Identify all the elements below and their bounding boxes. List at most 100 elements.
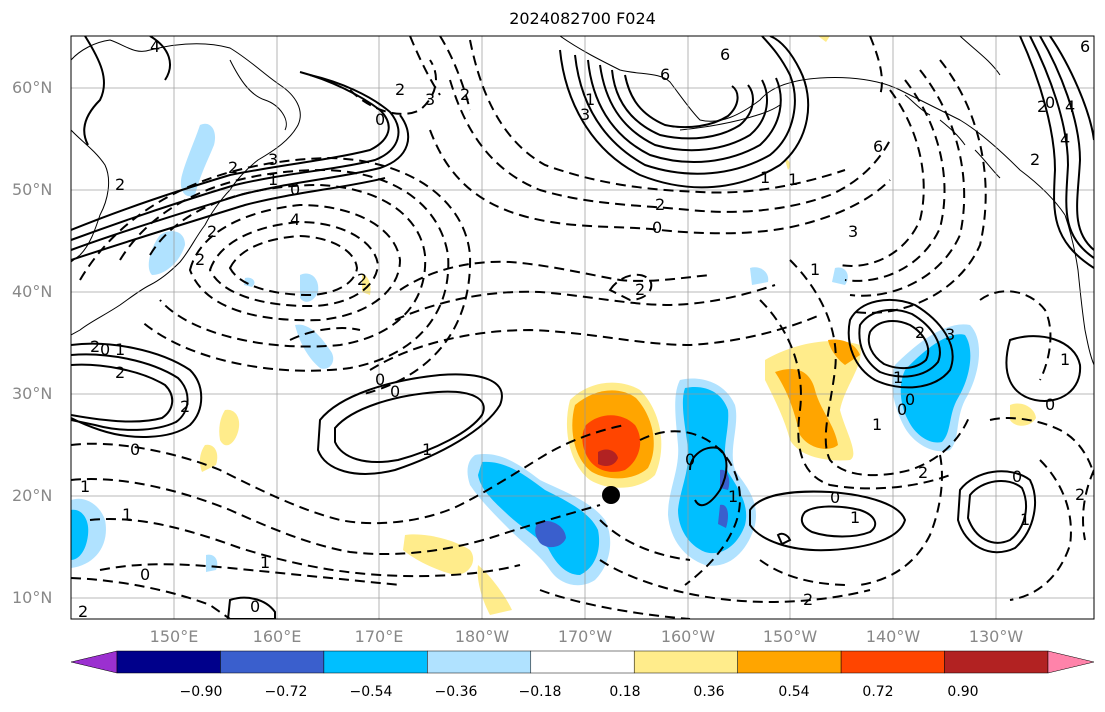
svg-text:2: 2 xyxy=(115,363,125,382)
colorbar-label: 0.90 xyxy=(947,684,979,700)
svg-text:6: 6 xyxy=(873,137,883,156)
colorbar-segment xyxy=(220,650,325,674)
svg-text:1: 1 xyxy=(1020,510,1030,529)
svg-text:2: 2 xyxy=(180,397,190,416)
svg-text:2: 2 xyxy=(635,280,645,299)
lon-label-160w: 160°W xyxy=(660,627,716,646)
svg-text:0: 0 xyxy=(290,180,300,199)
svg-text:0: 0 xyxy=(130,440,140,459)
svg-text:1: 1 xyxy=(422,440,432,459)
svg-text:1: 1 xyxy=(893,368,903,387)
svg-text:1: 1 xyxy=(728,487,738,506)
svg-text:2: 2 xyxy=(395,80,405,99)
svg-text:6: 6 xyxy=(1080,37,1090,56)
svg-text:6: 6 xyxy=(660,65,670,84)
colorbar-extend-low xyxy=(70,650,118,674)
colorbar-label: 0.18 xyxy=(609,684,641,700)
svg-text:4: 4 xyxy=(290,210,300,229)
svg-text:0: 0 xyxy=(897,400,907,419)
svg-text:2: 2 xyxy=(207,222,217,241)
svg-text:3: 3 xyxy=(848,222,858,241)
storm-marker-dot xyxy=(602,486,620,504)
colorbar-label: −0.36 xyxy=(434,684,478,700)
svg-text:2: 2 xyxy=(1075,485,1085,504)
svg-text:3: 3 xyxy=(580,105,590,124)
svg-text:0: 0 xyxy=(652,218,662,237)
svg-text:2: 2 xyxy=(78,602,88,621)
svg-text:2: 2 xyxy=(915,323,925,342)
svg-text:2: 2 xyxy=(460,85,470,104)
svg-text:2: 2 xyxy=(90,337,100,356)
svg-text:1: 1 xyxy=(760,168,770,187)
lon-label-140w: 140°W xyxy=(865,627,921,646)
svg-text:0: 0 xyxy=(1045,395,1055,414)
colorbar-segment xyxy=(530,650,635,674)
colorbar xyxy=(70,650,1095,674)
svg-text:0: 0 xyxy=(375,370,385,389)
svg-text:0: 0 xyxy=(140,565,150,584)
svg-text:1: 1 xyxy=(810,260,820,279)
svg-text:0: 0 xyxy=(250,597,260,616)
svg-text:2: 2 xyxy=(115,175,125,194)
lon-label-130w: 130°W xyxy=(968,627,1024,646)
svg-text:0: 0 xyxy=(100,340,110,359)
lat-label-20n: 20°N xyxy=(12,486,53,505)
lon-label-150w: 150°W xyxy=(762,627,818,646)
contour-labels: 4 6 6 6 3 2 2 3 1 0 0 2 2 3 1 0 0 4 2 2 … xyxy=(78,37,1090,621)
svg-text:2: 2 xyxy=(228,158,238,177)
colorbar-segment xyxy=(323,650,428,674)
svg-text:0: 0 xyxy=(1045,93,1055,112)
svg-text:4: 4 xyxy=(150,37,160,56)
svg-text:2: 2 xyxy=(803,590,813,609)
colorbar-segment xyxy=(737,650,842,674)
map-frame xyxy=(70,35,1095,620)
colorbar-label: 0.54 xyxy=(778,684,810,700)
svg-text:2: 2 xyxy=(1030,150,1040,169)
svg-text:4: 4 xyxy=(1060,130,1070,149)
svg-text:2: 2 xyxy=(655,195,665,214)
svg-text:2: 2 xyxy=(1037,97,1047,116)
lat-label-10n: 10°N xyxy=(12,588,53,607)
svg-text:0: 0 xyxy=(390,382,400,401)
map-title: 2024082700 F024 xyxy=(509,9,656,28)
svg-text:1: 1 xyxy=(260,553,270,572)
colorbar-label: 0.72 xyxy=(862,684,894,700)
lon-label-160e: 160°E xyxy=(252,627,302,646)
colorbar-segment xyxy=(633,650,738,674)
lat-label-40n: 40°N xyxy=(12,282,53,301)
svg-text:0: 0 xyxy=(830,488,840,507)
colorbar-label: −0.90 xyxy=(179,684,223,700)
svg-text:1: 1 xyxy=(850,508,860,527)
svg-text:1: 1 xyxy=(122,505,132,524)
lon-label-150e: 150°E xyxy=(149,627,199,646)
svg-text:1: 1 xyxy=(585,90,595,109)
svg-text:2: 2 xyxy=(357,270,367,289)
colorbar-label: −0.18 xyxy=(518,684,562,700)
colorbar-extend-high xyxy=(1047,650,1095,674)
svg-text:1: 1 xyxy=(80,477,90,496)
lon-label-170e: 170°E xyxy=(354,627,404,646)
svg-text:0: 0 xyxy=(375,110,385,129)
svg-text:6: 6 xyxy=(720,45,730,64)
svg-text:1: 1 xyxy=(1060,350,1070,369)
svg-text:0: 0 xyxy=(1012,467,1022,486)
colorbar-label: −0.54 xyxy=(349,684,393,700)
lon-label-170w: 170°W xyxy=(557,627,613,646)
shade-west-edge-inner xyxy=(71,509,89,560)
dashed-contours xyxy=(71,36,1094,619)
svg-text:1: 1 xyxy=(268,170,278,189)
lat-label-60n: 60°N xyxy=(12,78,53,97)
svg-text:0: 0 xyxy=(905,390,915,409)
svg-text:1: 1 xyxy=(115,340,125,359)
lat-label-30n: 30°N xyxy=(12,384,53,403)
svg-text:2: 2 xyxy=(195,250,205,269)
colorbar-segment xyxy=(944,650,1049,674)
svg-text:3: 3 xyxy=(425,90,435,109)
colorbar-segment xyxy=(840,650,945,674)
svg-text:1: 1 xyxy=(872,415,882,434)
colorbar-label: 0.36 xyxy=(693,684,725,700)
svg-text:2: 2 xyxy=(918,463,928,482)
svg-text:4: 4 xyxy=(1065,97,1075,116)
svg-text:1: 1 xyxy=(788,170,798,189)
